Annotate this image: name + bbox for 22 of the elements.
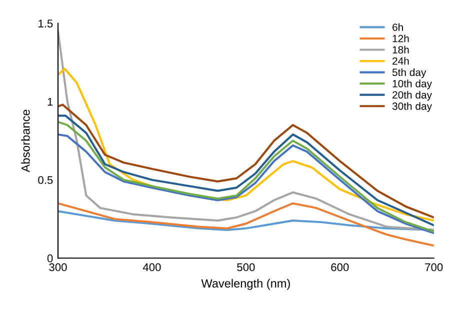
legend-label: 5th day: [392, 68, 426, 78]
legend-label: 18h: [392, 46, 409, 54]
y-tick-label: 0.5: [38, 176, 53, 184]
x-tick-label: 400: [142, 263, 161, 272]
legend-label: 20th day: [392, 90, 432, 101]
legend-label: 6h: [392, 23, 403, 31]
y-axis-title: Absorbance: [21, 110, 30, 172]
legend-label: 24h: [392, 57, 409, 65]
legend-label: 12h: [392, 34, 409, 42]
line-series: [58, 104, 434, 218]
line-series: [58, 30, 434, 231]
x-axis-title: Wavelength (nm): [201, 278, 290, 290]
y-tick-label: 1.5: [38, 20, 53, 28]
y-tick-label: 0: [47, 254, 53, 262]
x-tick-label: 300: [49, 263, 67, 272]
line-series: [58, 202, 434, 247]
x-tick-label: 600: [331, 263, 349, 272]
legend-label: 30th day: [392, 102, 432, 112]
y-tick-label: 1: [48, 98, 53, 106]
x-tick-label: 500: [237, 263, 255, 272]
legend-label: 10th day: [392, 80, 432, 90]
x-tick-label: 700: [425, 263, 443, 272]
